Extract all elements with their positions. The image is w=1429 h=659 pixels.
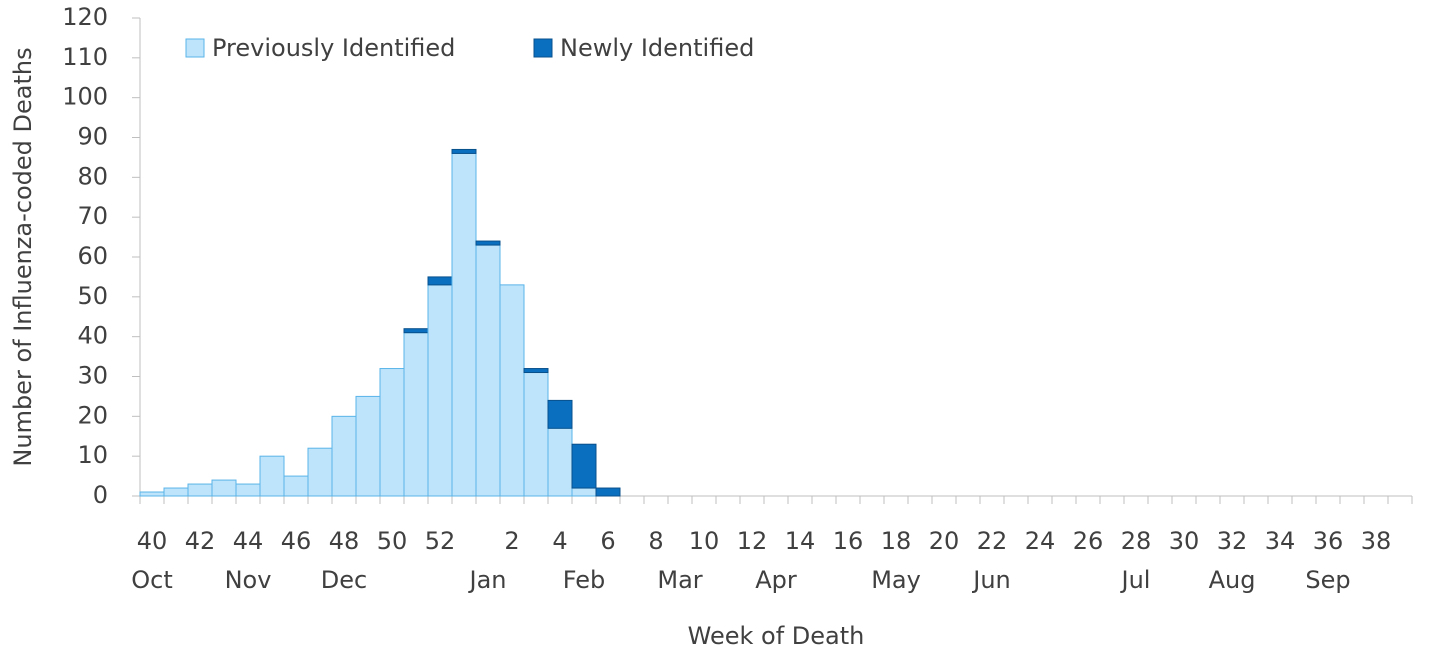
bar-segment [475, 244, 501, 497]
legend-label: Previously Identified [212, 34, 455, 62]
month-label: Jan [468, 566, 507, 594]
legend-label: Newly Identified [560, 34, 754, 62]
x-tick-label: 14 [785, 527, 816, 555]
bar-segment [523, 368, 549, 374]
month-label: Dec [321, 566, 367, 594]
bar-segment [211, 479, 237, 497]
x-tick-label: 16 [833, 527, 864, 555]
y-tick-label: 50 [77, 282, 108, 310]
y-tick-label: 10 [77, 441, 108, 469]
y-tick-label: 30 [77, 362, 108, 390]
x-tick-label: 4 [552, 527, 567, 555]
x-tick-label: 30 [1169, 527, 1200, 555]
bar-segment [139, 491, 165, 497]
bar-segment [283, 475, 309, 497]
x-tick-label: 22 [977, 527, 1008, 555]
x-tick-label: 18 [881, 527, 912, 555]
x-tick-label: 6 [600, 527, 615, 555]
x-tick-label: 52 [425, 527, 456, 555]
x-tick-label: 26 [1073, 527, 1104, 555]
bar-segment [547, 427, 573, 497]
bar-segment [307, 447, 333, 497]
y-tick-label: 20 [77, 401, 108, 429]
month-label: Apr [755, 566, 797, 594]
x-tick-label: 32 [1217, 527, 1248, 555]
x-tick-label: 10 [689, 527, 720, 555]
bar-segment [427, 276, 453, 286]
x-tick-label: 42 [185, 527, 216, 555]
x-axis-label: Week of Death [688, 622, 865, 650]
month-label: Aug [1209, 566, 1256, 594]
y-tick-label: 60 [77, 242, 108, 270]
bar-segment [475, 240, 501, 246]
bar-segment [379, 368, 405, 497]
bar-segment [331, 415, 357, 497]
bar-segment [499, 284, 525, 497]
month-label: Jun [971, 566, 1011, 594]
month-label: Nov [225, 566, 272, 594]
bar-segment [187, 483, 213, 497]
x-tick-label: 46 [281, 527, 312, 555]
month-label: Jul [1120, 566, 1151, 594]
y-tick-label: 90 [77, 123, 108, 151]
x-tick-label: 50 [377, 527, 408, 555]
y-tick-label: 0 [93, 481, 108, 509]
bar-segment [547, 399, 573, 429]
x-tick-label: 8 [648, 527, 663, 555]
bar-segment [403, 332, 429, 497]
x-tick-label: 12 [737, 527, 768, 555]
bar-segment [451, 148, 477, 154]
x-tick-label: 34 [1265, 527, 1296, 555]
legend-swatch [185, 38, 205, 58]
month-label: Feb [563, 566, 606, 594]
x-tick-label: 40 [137, 527, 168, 555]
x-tick-label: 20 [929, 527, 960, 555]
x-tick-label: 2 [504, 527, 519, 555]
y-tick-label: 80 [77, 162, 108, 190]
bar-segment [571, 487, 597, 497]
y-axis-label: Number of Influenza-coded Deaths [9, 47, 37, 466]
bar-segment [451, 152, 477, 497]
y-tick-label: 120 [62, 3, 108, 31]
x-tick-label: 44 [233, 527, 264, 555]
x-tick-label: 48 [329, 527, 360, 555]
x-tick-label: 38 [1361, 527, 1392, 555]
bar-segment [235, 483, 261, 497]
x-tick-label: 36 [1313, 527, 1344, 555]
bar-segment [595, 487, 621, 497]
x-tick-label: 24 [1025, 527, 1056, 555]
y-tick-label: 100 [62, 83, 108, 111]
month-label: Oct [131, 566, 173, 594]
bar-segment [259, 455, 285, 497]
bar-segment [163, 487, 189, 497]
legend-swatch [533, 38, 553, 58]
bar-segment [571, 443, 597, 489]
y-tick-label: 110 [62, 43, 108, 71]
month-label: Sep [1305, 566, 1350, 594]
bar-segment [355, 395, 381, 497]
y-tick-label: 40 [77, 322, 108, 350]
month-label: Mar [657, 566, 702, 594]
x-tick-label: 28 [1121, 527, 1152, 555]
month-label: May [871, 566, 921, 594]
bar-segment [403, 328, 429, 334]
y-tick-label: 70 [77, 202, 108, 230]
bar-segment [523, 372, 549, 497]
bar-segment [427, 284, 453, 497]
